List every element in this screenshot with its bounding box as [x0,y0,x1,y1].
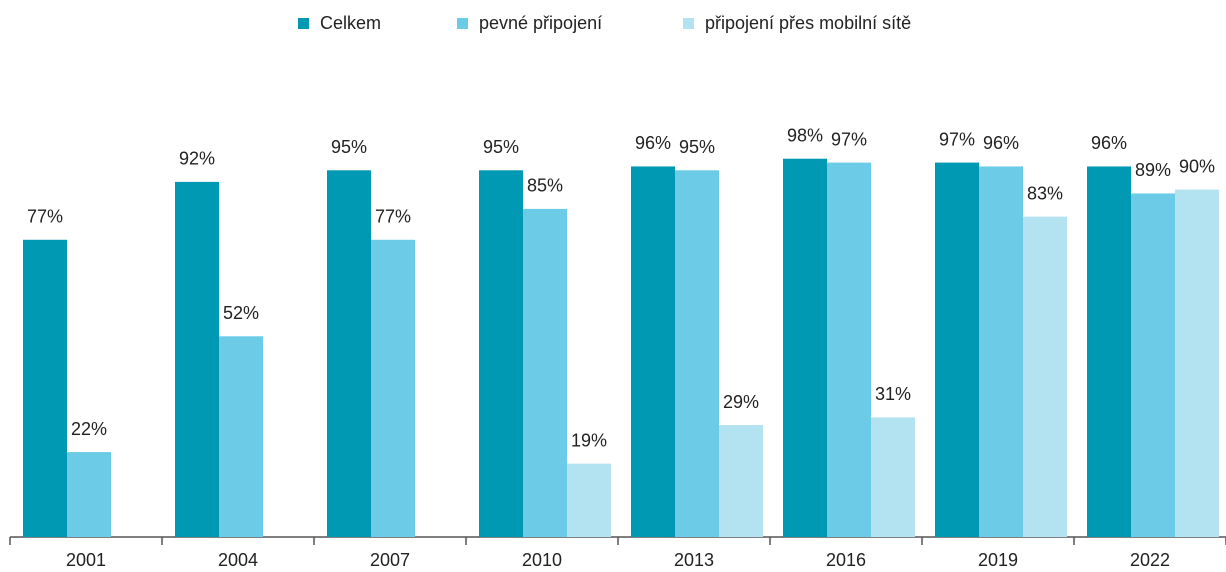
x-tick-label: 2001 [66,550,106,570]
data-label: 95% [483,137,519,157]
data-label: 95% [679,137,715,157]
bar [327,170,371,538]
legend-swatch [683,18,694,29]
x-tick-label: 2022 [1130,550,1170,570]
x-tick-label: 2016 [826,550,866,570]
bar [631,166,675,537]
data-label: 96% [1091,133,1127,153]
data-label: 22% [71,419,107,439]
bar [675,170,719,538]
bar [175,181,219,537]
data-label: 92% [179,149,215,169]
legend-label: připojení přes mobilní sítě [705,13,911,33]
data-label: 29% [723,392,759,412]
bar [567,463,611,537]
x-tick-label: 2004 [218,550,258,570]
legend-label: Celkem [320,13,381,33]
data-label: 19% [571,430,607,450]
bar [219,336,263,537]
data-label: 52% [223,303,259,323]
data-label: 77% [27,207,63,227]
bar [979,166,1023,537]
data-label: 89% [1135,160,1171,180]
data-label: 98% [787,125,823,145]
bar [827,162,871,537]
x-tick-label: 2010 [522,550,562,570]
legend-label: pevné připojení [479,13,602,33]
bar [783,158,827,537]
bar [67,452,111,537]
data-label: 90% [1179,156,1215,176]
bar [719,425,763,537]
data-label: 85% [527,176,563,196]
data-label: 96% [983,133,1019,153]
legend-swatch [298,18,309,29]
data-label: 96% [635,133,671,153]
bar [23,239,67,537]
data-label: 77% [375,207,411,227]
data-label: 97% [831,129,867,149]
bar [1023,216,1067,537]
bar [935,162,979,537]
data-label: 83% [1027,183,1063,203]
x-tick-label: 2019 [978,550,1018,570]
data-label: 95% [331,137,367,157]
bar [523,208,567,537]
x-tick-label: 2007 [370,550,410,570]
data-label: 97% [939,129,975,149]
bar [871,417,915,537]
bar [371,239,415,537]
data-label: 31% [875,384,911,404]
legend-swatch [457,18,468,29]
bar [1087,166,1131,537]
bar [1175,189,1219,537]
bar [479,170,523,538]
bar [1131,193,1175,537]
x-tick-label: 2013 [674,550,714,570]
